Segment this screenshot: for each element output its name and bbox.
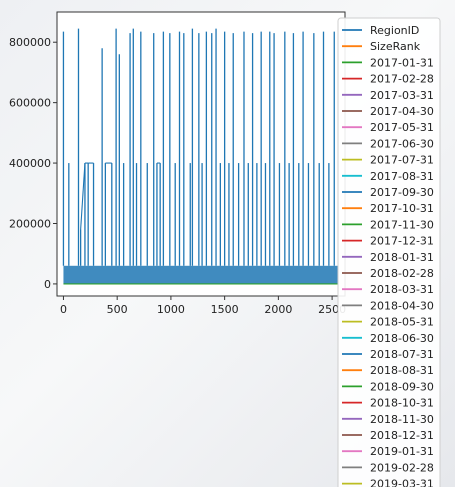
legend-box (337, 17, 441, 487)
x-tick-label: 2000 (264, 303, 292, 316)
legend-label: 2017-11-30 (370, 218, 434, 231)
y-tick-label: 800000 (9, 36, 51, 49)
plot-background (57, 12, 345, 296)
legend-label: 2018-10-31 (370, 397, 434, 410)
legend-label: 2019-03-31 (370, 478, 434, 487)
legend-label: 2017-02-28 (370, 73, 434, 86)
legend-label: 2018-05-31 (370, 316, 434, 329)
legend-label: 2019-02-28 (370, 461, 434, 474)
x-tick-label: 0 (60, 303, 67, 316)
legend-label: 2017-12-31 (370, 235, 434, 248)
legend-label: 2019-01-31 (370, 445, 434, 458)
series-layer (62, 28, 339, 285)
plot-area (57, 12, 345, 296)
x-tick-label: 1500 (211, 303, 239, 316)
legend-label: 2017-09-30 (370, 186, 434, 199)
legend-label: 2017-10-31 (370, 202, 434, 215)
series-regionid (62, 28, 339, 285)
legend-label: 2018-01-31 (370, 251, 434, 264)
legend-label: 2017-03-31 (370, 89, 434, 102)
series-baseline-band (63, 265, 339, 284)
legend: RegionID SizeRank 2017-01-31 2017-02-28 2017… (337, 17, 441, 487)
legend-label: 2018-11-30 (370, 413, 434, 426)
legend-label: 2018-04-30 (370, 299, 434, 312)
legend-label: 2018-06-30 (370, 332, 434, 345)
legend-label: 2018-07-31 (370, 348, 434, 361)
y-tick-label: 200000 (9, 217, 51, 230)
series-segment (80, 163, 86, 230)
legend-label: SizeRank (370, 40, 421, 53)
legend-label: 2018-12-31 (370, 429, 434, 442)
legend-label: 2018-03-31 (370, 283, 434, 296)
legend-label: RegionID (370, 24, 419, 37)
legend-label: 2018-09-30 (370, 380, 434, 393)
y-tick-label: 400000 (9, 157, 51, 170)
legend-label: 2017-07-31 (370, 154, 434, 167)
x-tick-label: 1000 (157, 303, 185, 316)
x-tick-label: 500 (107, 303, 128, 316)
legend-label: 2017-01-31 (370, 56, 434, 69)
legend-label: 2017-05-31 (370, 121, 434, 134)
legend-label: 2017-04-30 (370, 105, 434, 118)
legend-label: 2017-08-31 (370, 170, 434, 183)
y-tick-label: 0 (44, 278, 51, 291)
y-tick-label: 600000 (9, 97, 51, 110)
legend-label: 2018-02-28 (370, 267, 434, 280)
legend-label: 2017-06-30 (370, 137, 434, 150)
legend-label: 2018-08-31 (370, 364, 434, 377)
